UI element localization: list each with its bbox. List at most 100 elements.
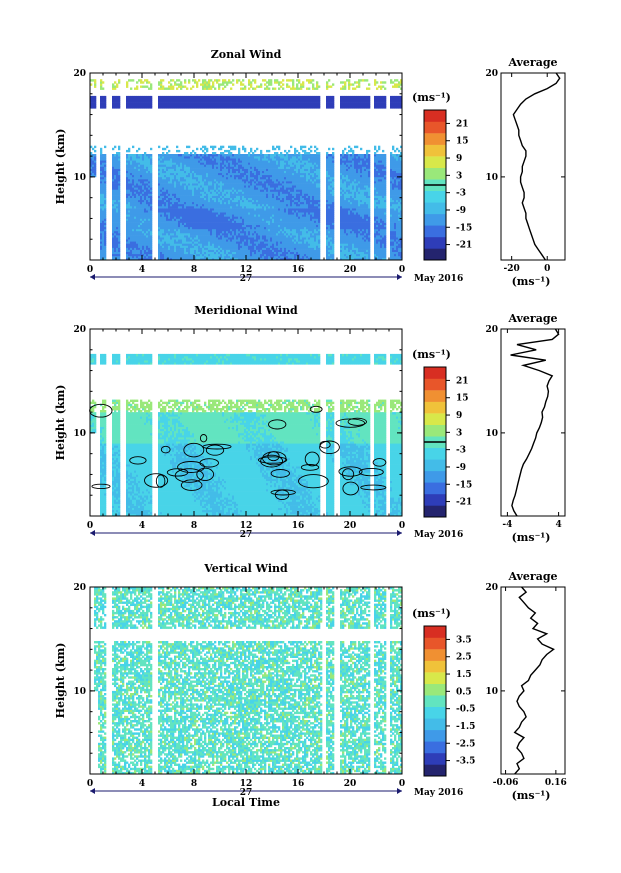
heatmap-cell — [182, 179, 185, 182]
heatmap-cell — [264, 222, 267, 225]
heatmap-cell — [162, 235, 165, 238]
heatmap-cell — [246, 255, 249, 259]
heatmap-cell — [144, 224, 147, 228]
heatmap-cell — [176, 179, 179, 182]
heatmap-cell — [226, 226, 229, 230]
heatmap-cell — [280, 203, 283, 207]
heatmap-cell — [150, 208, 153, 211]
heatmap-cell — [276, 201, 279, 205]
heatmap-cell — [188, 249, 191, 252]
heatmap-cell — [198, 102, 201, 105]
heatmap-cell — [130, 243, 133, 246]
heatmap-cell — [246, 210, 249, 213]
heatmap-cell — [136, 183, 139, 186]
heatmap-cell — [202, 185, 205, 188]
heatmap-cell — [170, 220, 173, 223]
heatmap-cell — [214, 210, 217, 213]
heatmap-cell — [268, 166, 271, 169]
heatmap-cell — [216, 172, 219, 176]
heatmap-cell — [258, 97, 261, 101]
heatmap-cell — [112, 218, 115, 221]
heatmap-cell — [230, 187, 233, 190]
heatmap-cell — [212, 166, 215, 169]
heatmap-cell — [116, 210, 119, 213]
heatmap-cell — [128, 195, 131, 198]
heatmap-cell — [216, 212, 219, 215]
heatmap-cell — [118, 199, 121, 203]
heatmap-cell — [264, 191, 267, 194]
heatmap-cell — [274, 187, 277, 190]
heatmap-cell — [242, 160, 245, 163]
heatmap-cell — [218, 156, 221, 159]
heatmap-cell — [254, 174, 257, 178]
heatmap-cell — [194, 247, 197, 250]
heatmap-cell — [170, 218, 173, 221]
heatmap-cell — [164, 189, 167, 192]
heatmap-cell — [232, 197, 235, 201]
heatmap-cell — [220, 235, 223, 238]
heatmap-cell — [202, 95, 205, 99]
heatmap-cell — [200, 208, 203, 211]
heatmap-cell — [142, 97, 145, 101]
heatmap-cell — [190, 100, 193, 103]
heatmap-cell — [150, 187, 153, 190]
heatmap-cell — [102, 97, 105, 101]
heatmap-cell — [244, 230, 247, 234]
heatmap-cell — [222, 197, 225, 201]
heatmap-cell — [138, 251, 141, 255]
heatmap-cell — [112, 95, 115, 99]
heatmap-cell — [104, 176, 107, 180]
heatmap-cell — [202, 230, 205, 234]
heatmap-cell — [138, 220, 141, 223]
heatmap-cell — [216, 176, 219, 180]
heatmap-cell — [254, 233, 257, 236]
heatmap-cell — [178, 104, 181, 107]
heatmap-cell — [100, 235, 103, 238]
heatmap-cell — [172, 251, 175, 255]
heatmap-cell — [250, 201, 253, 205]
heatmap-cell — [166, 206, 169, 209]
heatmap-cell — [138, 239, 141, 242]
heatmap-cell — [224, 197, 227, 201]
heatmap-cell — [214, 239, 217, 242]
heatmap-cell — [234, 237, 237, 240]
heatmap-cell — [234, 183, 237, 186]
heatmap-cell — [248, 189, 251, 192]
heatmap-cell — [202, 160, 205, 163]
heatmap-cell — [250, 245, 253, 248]
heatmap-cell — [234, 222, 237, 225]
heatmap-cell — [144, 95, 147, 99]
heatmap-cell — [140, 95, 143, 99]
heatmap-cell — [234, 224, 237, 228]
heatmap-cell — [132, 100, 135, 103]
heatmap-cell — [174, 170, 177, 174]
heatmap-cell — [112, 208, 115, 211]
heatmap-cell — [228, 237, 231, 240]
heatmap-cell — [174, 216, 177, 219]
heatmap-cell — [218, 158, 221, 161]
heatmap-cell — [192, 233, 195, 236]
heatmap-cell — [134, 104, 137, 107]
heatmap-cell — [190, 255, 193, 259]
heatmap-cell — [160, 83, 163, 86]
heatmap-cell — [264, 206, 267, 209]
heatmap-cell — [244, 195, 247, 198]
heatmap-cell — [178, 97, 181, 101]
heatmap-cell — [228, 249, 231, 252]
heatmap-cell — [112, 147, 115, 151]
heatmap-cell — [192, 230, 195, 234]
heatmap-cell — [164, 220, 167, 223]
heatmap-cell — [158, 102, 161, 105]
heatmap-cell — [236, 216, 239, 219]
heatmap-cell — [224, 168, 227, 171]
heatmap-cell — [248, 201, 251, 205]
heatmap-cell — [116, 179, 119, 182]
heatmap-cell — [276, 208, 279, 211]
heatmap-cell — [186, 210, 189, 213]
heatmap-cell — [172, 249, 175, 252]
heatmap-cell — [210, 220, 213, 223]
heatmap-cell — [142, 102, 145, 105]
heatmap-cell — [164, 222, 167, 225]
heatmap-cell — [162, 176, 165, 180]
heatmap-cell — [144, 158, 147, 161]
